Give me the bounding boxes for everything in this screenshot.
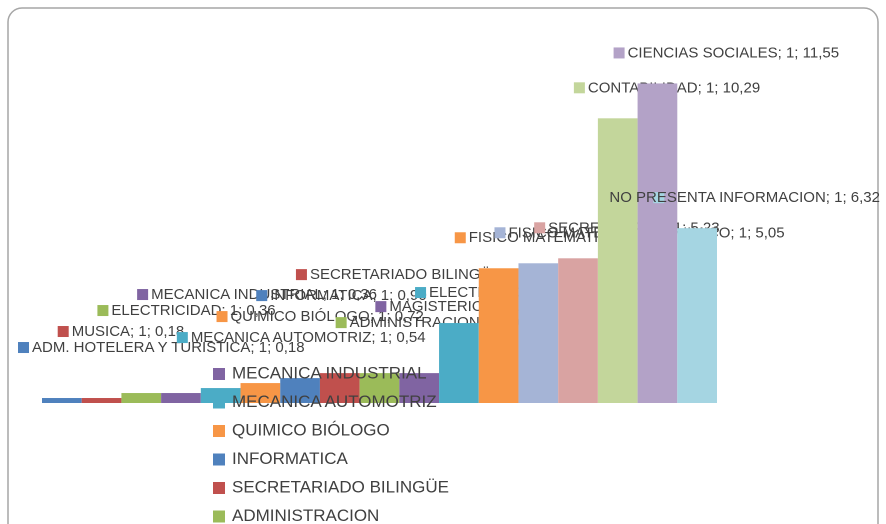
legend-key — [213, 425, 225, 437]
data-label: NO PRESENTA INFORMACION; 1; 6,32 — [609, 189, 880, 206]
bar — [597, 118, 638, 403]
data-label: ELECTRICIDAD; 1; 0,36 — [111, 302, 275, 319]
data-label-key — [176, 332, 188, 344]
data-label: QUIMICO BIÓLOGO; 1; 0,72 — [231, 308, 424, 325]
bar — [637, 83, 678, 403]
legend-label: ADMINISTRACION — [232, 506, 379, 524]
data-label-key — [295, 269, 307, 281]
bar — [161, 393, 201, 403]
bar — [240, 383, 281, 403]
data-label: ADM. HOTELERA Y TURISTICA; 1; 0,18 — [32, 339, 305, 356]
bar — [121, 393, 162, 403]
bar — [558, 258, 598, 403]
data-label-key — [335, 317, 347, 329]
data-label-key — [216, 311, 228, 323]
bar — [42, 398, 82, 403]
data-label-key — [137, 289, 149, 301]
data-label-key — [653, 192, 665, 204]
bar — [280, 378, 320, 403]
data-label-key — [494, 227, 506, 239]
legend-label: INFORMATICA — [232, 449, 349, 468]
data-label: MECANICA AUTOMOTRIZ; 1; 0,54 — [191, 329, 426, 346]
bar — [359, 373, 400, 403]
legend-key — [213, 482, 225, 494]
bar — [677, 228, 717, 403]
legend-label: MECANICA AUTOMOTRIZ — [232, 392, 437, 411]
legend-key — [213, 453, 225, 466]
data-label-key — [613, 47, 625, 59]
data-label-key — [57, 326, 69, 338]
bar — [518, 263, 559, 403]
data-label-key — [97, 305, 109, 317]
data-label-key — [573, 82, 585, 94]
legend-key — [213, 396, 225, 409]
data-label-key — [256, 290, 268, 302]
legend-label: QUIMICO BIÓLOGO — [232, 420, 390, 439]
bar — [399, 373, 440, 403]
data-label-key — [18, 342, 29, 354]
legend-label: MECANICA INDUSTRIAL — [232, 363, 427, 382]
data-label-key — [375, 301, 387, 313]
data-label-key — [454, 232, 466, 244]
bar — [319, 373, 360, 403]
bar — [478, 268, 519, 403]
data-label: CIENCIAS SOCIALES; 1; 11,55 — [628, 44, 839, 61]
data-label: MUSICA; 1; 0,18 — [72, 323, 185, 340]
legend-key — [213, 368, 225, 380]
bar — [439, 323, 479, 403]
data-label-key — [415, 287, 427, 299]
legend-key — [213, 510, 225, 523]
data-label: INFORMATICA; 1; 0,90 — [270, 287, 426, 304]
data-label-key — [534, 222, 546, 234]
bar — [81, 398, 122, 403]
bar — [200, 388, 241, 403]
legend-label: SECRETARIADO BILINGÜE — [232, 477, 449, 496]
